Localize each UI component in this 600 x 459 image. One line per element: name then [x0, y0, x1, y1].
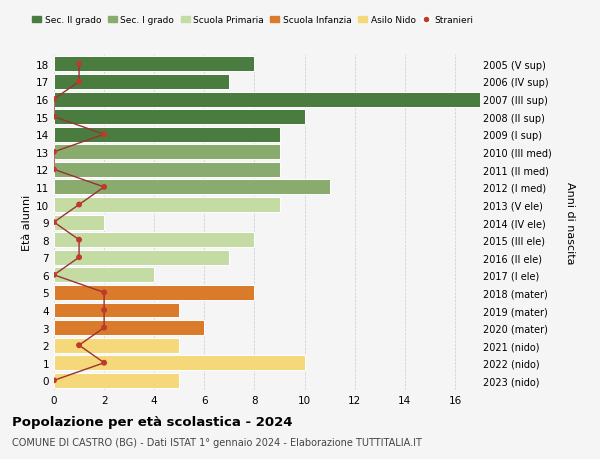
Point — [100, 307, 109, 314]
Point — [74, 202, 84, 209]
Y-axis label: Anni di nascita: Anni di nascita — [565, 181, 575, 264]
Point — [49, 166, 59, 174]
Bar — [54, 75, 229, 90]
Point — [49, 114, 59, 121]
Bar — [54, 57, 254, 72]
Bar — [54, 198, 280, 213]
Bar — [54, 356, 305, 370]
Bar — [54, 128, 280, 142]
Point — [100, 289, 109, 297]
Bar — [54, 250, 229, 265]
Point — [74, 78, 84, 86]
Bar — [54, 215, 104, 230]
Bar — [54, 145, 280, 160]
Point — [100, 359, 109, 367]
Point — [74, 342, 84, 349]
Point — [100, 324, 109, 331]
Point — [49, 149, 59, 156]
Point — [100, 131, 109, 139]
Bar — [54, 92, 480, 107]
Bar — [54, 233, 254, 247]
Bar — [54, 180, 329, 195]
Point — [49, 272, 59, 279]
Bar — [54, 373, 179, 388]
Y-axis label: Età alunni: Età alunni — [22, 195, 32, 251]
Point — [100, 184, 109, 191]
Point — [74, 61, 84, 68]
Point — [49, 96, 59, 103]
Bar — [54, 110, 305, 125]
Legend: Sec. II grado, Sec. I grado, Scuola Primaria, Scuola Infanzia, Asilo Nido, Stran: Sec. II grado, Sec. I grado, Scuola Prim… — [29, 13, 477, 29]
Bar — [54, 268, 154, 283]
Bar — [54, 320, 205, 336]
Point — [49, 219, 59, 226]
Bar — [54, 303, 179, 318]
Text: Popolazione per età scolastica - 2024: Popolazione per età scolastica - 2024 — [12, 415, 293, 428]
Text: COMUNE DI CASTRO (BG) - Dati ISTAT 1° gennaio 2024 - Elaborazione TUTTITALIA.IT: COMUNE DI CASTRO (BG) - Dati ISTAT 1° ge… — [12, 437, 422, 447]
Bar — [54, 338, 179, 353]
Bar — [54, 162, 280, 178]
Bar — [54, 285, 254, 300]
Point — [49, 377, 59, 384]
Point — [74, 254, 84, 261]
Point — [74, 236, 84, 244]
